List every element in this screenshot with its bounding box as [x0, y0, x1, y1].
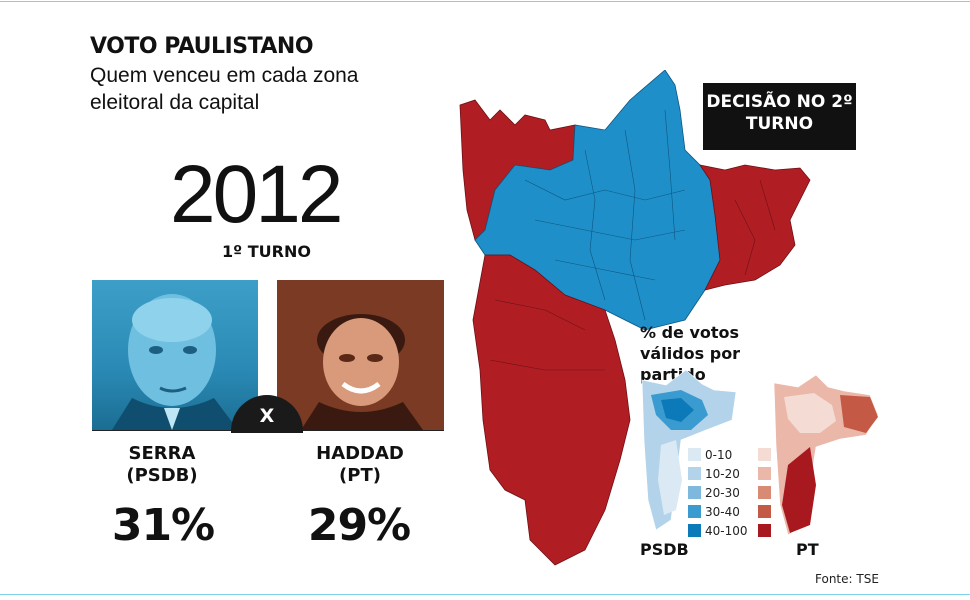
psdb-swatch-0-10 [688, 448, 701, 461]
legend-range-0-10: 0-10 [705, 448, 733, 462]
psdb-small-map [641, 370, 737, 530]
serra-name: SERRA [128, 443, 196, 464]
serra-label: SERRA (PSDB) [102, 443, 222, 487]
haddad-percent: 29% [307, 500, 411, 551]
legend-range-10-20: 10-20 [705, 467, 740, 481]
top-rule [0, 1, 970, 2]
psdb-swatch-40-100 [688, 524, 701, 537]
psdb-map-label: PSDB [640, 540, 689, 559]
legend-range-20-30: 20-30 [705, 486, 740, 500]
pt-swatch-0-10 [758, 448, 771, 461]
serra-percent: 31% [111, 500, 215, 551]
infographic-subtitle: Quem venceu em cada zona eleitoral da ca… [90, 64, 359, 114]
haddad-name: HADDAD [316, 443, 404, 464]
haddad-photo [277, 280, 444, 430]
haddad-party: (PT) [339, 465, 381, 486]
legend-range-40-100: 40-100 [705, 524, 748, 538]
haddad-label: HADDAD (PT) [300, 443, 420, 487]
map-zone-east [699, 164, 811, 291]
psdb-swatch-10-20 [688, 467, 701, 480]
legend-range-30-40: 30-40 [705, 505, 740, 519]
pt-swatch-10-20 [758, 467, 771, 480]
pt-swatch-20-30 [758, 486, 771, 499]
pt-map-label: PT [796, 540, 819, 559]
serra-party: (PSDB) [126, 465, 198, 486]
psdb-swatch-20-30 [688, 486, 701, 499]
decision-box: DECISÃO NO 2º TURNO [703, 83, 856, 150]
serra-photo [92, 280, 258, 430]
pt-swatch-40-100 [758, 524, 771, 537]
infographic-title: VOTO PAULISTANO [90, 34, 314, 59]
source-credit: Fonte: TSE [815, 572, 879, 586]
pt-swatch-30-40 [758, 505, 771, 518]
sao-paulo-map [459, 70, 811, 566]
election-round: 1º TURNO [222, 242, 311, 261]
pt-small-map [773, 375, 879, 535]
psdb-swatch-30-40 [688, 505, 701, 518]
bottom-rule [0, 594, 970, 595]
election-year: 2012 [170, 149, 343, 240]
map-zone-south [472, 254, 631, 566]
